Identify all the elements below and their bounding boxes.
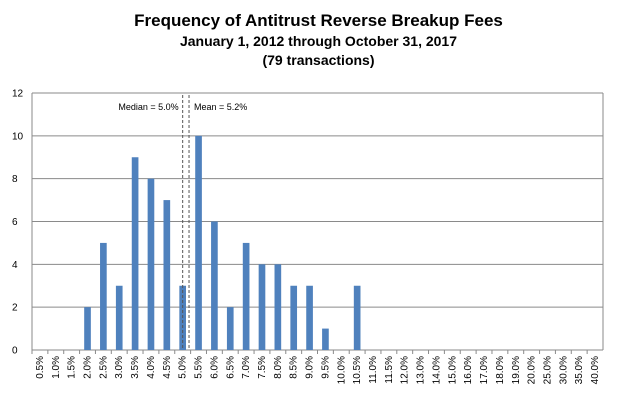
x-tick-label: 3.5% — [130, 356, 141, 379]
x-tick-label: 30.0% — [558, 356, 569, 384]
y-tick-label: 8 — [12, 174, 18, 185]
y-tick-label: 2 — [12, 303, 18, 314]
chart-title: Frequency of Antitrust Reverse Breakup F… — [134, 11, 503, 30]
bar — [115, 285, 123, 350]
x-tick-label: 9.0% — [305, 356, 316, 379]
x-tick-label: 4.5% — [162, 356, 173, 379]
x-tick-label: 18.0% — [495, 356, 506, 384]
bar — [258, 264, 266, 350]
x-tick-label: 16.0% — [463, 356, 474, 384]
y-tick-label: 6 — [12, 217, 18, 228]
chart-titles: Frequency of Antitrust Reverse Breakup F… — [0, 0, 637, 70]
x-tick-label: 13.0% — [416, 356, 427, 384]
x-tick-label: 7.5% — [257, 356, 268, 379]
y-tick-label: 12 — [12, 89, 24, 100]
x-tick-label: 0.5% — [35, 356, 46, 379]
x-tick-label: 11.5% — [384, 356, 395, 384]
bar — [322, 328, 329, 350]
bar — [131, 157, 139, 350]
bar — [242, 242, 250, 350]
x-tick-label: 12.0% — [400, 356, 411, 384]
x-tick-label: 25.0% — [542, 356, 553, 384]
x-tick-label: 1.5% — [67, 356, 78, 379]
bar — [211, 221, 218, 350]
bar — [226, 307, 234, 350]
bar — [290, 285, 298, 350]
x-tick-label: 4.0% — [146, 356, 157, 379]
x-tick-label: 17.0% — [479, 356, 490, 384]
bar — [147, 178, 155, 350]
x-tick-label: 19.0% — [511, 356, 522, 384]
x-tick-label: 6.0% — [209, 356, 220, 379]
bar — [100, 242, 107, 350]
x-tick-label: 2.0% — [83, 356, 94, 379]
x-tick-label: 20.0% — [527, 356, 538, 384]
y-tick-label: 4 — [12, 260, 18, 271]
chart-subtitle: January 1, 2012 through October 31, 2017 — [179, 33, 457, 49]
x-tick-label: 6.5% — [225, 356, 236, 379]
x-tick-label: 35.0% — [574, 356, 585, 384]
x-tick-label: 3.0% — [114, 356, 125, 379]
bar — [195, 135, 202, 350]
median-label: Median = 5.0% — [118, 102, 178, 112]
x-tick-label: 9.5% — [320, 356, 331, 379]
x-tick-label: 15.0% — [447, 356, 458, 384]
x-tick-label: 7.0% — [241, 356, 252, 379]
x-tick-label: 5.5% — [194, 356, 205, 379]
x-tick-label: 8.5% — [289, 356, 300, 379]
x-tick-label: 2.5% — [98, 356, 109, 379]
x-tick-label: 5.0% — [178, 356, 189, 379]
x-tick-label: 10.0% — [336, 356, 347, 384]
x-tick-label: 11.0% — [368, 356, 379, 384]
x-tick-label: 1.0% — [51, 356, 62, 379]
y-tick-label: 0 — [12, 346, 18, 357]
bar — [274, 264, 282, 350]
y-tick-label: 10 — [12, 131, 24, 142]
bar — [306, 285, 313, 350]
mean-label: Mean = 5.2% — [194, 102, 247, 112]
bar — [353, 285, 361, 350]
chart-subtitle-count: (79 transactions) — [262, 52, 375, 68]
x-tick-label: 10.5% — [352, 356, 363, 384]
bar — [163, 200, 171, 350]
bar — [84, 307, 91, 350]
x-tick-label: 14.0% — [431, 356, 442, 384]
x-tick-label: 8.0% — [273, 356, 284, 379]
x-tick-label: 40.0% — [590, 356, 601, 384]
